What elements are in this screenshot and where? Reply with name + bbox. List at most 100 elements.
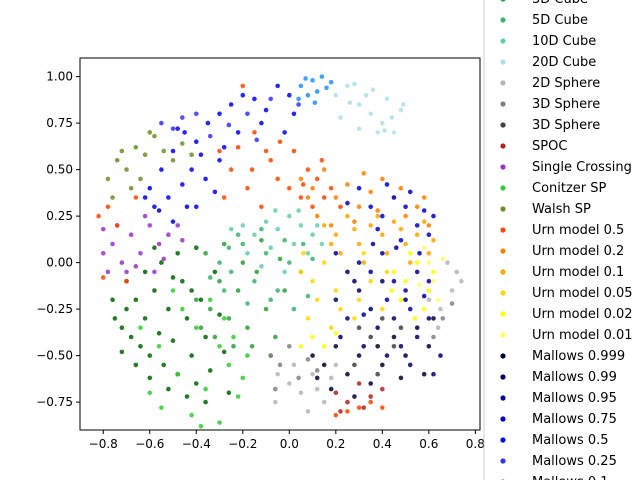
data-point <box>133 362 139 368</box>
data-point <box>296 96 301 102</box>
data-point <box>221 241 227 247</box>
data-point <box>170 275 176 280</box>
data-point <box>170 338 176 344</box>
data-point <box>384 96 390 102</box>
data-point <box>391 130 397 135</box>
data-point <box>166 232 171 237</box>
data-point <box>203 176 208 182</box>
data-point <box>352 81 357 87</box>
y-tick-label: 0.00 <box>46 256 73 270</box>
data-point <box>384 353 390 358</box>
data-point <box>391 316 397 321</box>
data-point <box>147 375 153 381</box>
data-point <box>333 232 339 237</box>
data-point <box>156 344 162 349</box>
data-point <box>356 288 362 293</box>
legend-marker <box>500 395 506 401</box>
data-point <box>212 189 218 195</box>
data-point <box>305 316 311 321</box>
data-point <box>205 120 211 126</box>
data-point <box>368 306 374 312</box>
data-point <box>356 126 362 131</box>
legend-marker <box>500 206 506 212</box>
data-point <box>189 167 194 172</box>
data-point <box>440 256 446 262</box>
data-point <box>368 223 374 228</box>
legend-label: 10D Cube <box>532 34 596 49</box>
data-point <box>252 278 257 284</box>
data-point <box>305 92 311 98</box>
data-point <box>263 107 269 113</box>
data-point <box>449 288 455 293</box>
data-point <box>110 241 115 247</box>
data-point <box>368 399 374 405</box>
legend-entry: Single Crossing <box>500 160 632 175</box>
data-point <box>263 306 269 312</box>
data-point <box>403 297 408 303</box>
data-point <box>356 353 362 358</box>
data-point <box>217 148 222 154</box>
data-point <box>300 182 306 187</box>
data-point <box>193 245 199 251</box>
data-point <box>193 297 199 303</box>
data-point <box>345 409 350 414</box>
data-point <box>431 237 436 243</box>
data-point <box>333 362 339 368</box>
data-point <box>298 344 304 349</box>
data-point <box>345 182 350 187</box>
legend-marker <box>500 353 506 359</box>
data-point <box>217 420 222 425</box>
data-point <box>356 204 362 210</box>
data-point <box>282 269 287 275</box>
series-19 <box>333 381 385 414</box>
data-point <box>403 353 408 358</box>
data-point <box>454 269 460 275</box>
data-point <box>328 241 334 247</box>
data-point <box>328 375 334 381</box>
data-point <box>414 269 420 275</box>
data-point <box>198 423 204 429</box>
legend-marker <box>500 38 506 44</box>
data-point <box>403 213 408 219</box>
data-point <box>407 189 413 195</box>
legend-entry: 10D Cube <box>500 34 596 49</box>
data-point <box>240 83 246 89</box>
data-point <box>380 176 385 182</box>
data-point <box>207 306 213 312</box>
data-point <box>440 316 446 321</box>
data-point <box>314 89 320 94</box>
data-point <box>170 288 176 293</box>
data-point <box>298 223 304 228</box>
legend-label: Urn model 0.2 <box>532 244 624 259</box>
legend-marker <box>500 122 506 128</box>
data-point <box>170 148 176 154</box>
data-point <box>245 353 250 358</box>
legend-marker <box>500 248 506 254</box>
data-point <box>384 297 390 303</box>
data-point <box>105 204 111 210</box>
data-point <box>298 195 304 200</box>
series-8 <box>105 130 194 200</box>
data-point <box>333 390 339 396</box>
data-point <box>133 195 139 200</box>
legend-label: Mallows 0.75 <box>532 412 617 427</box>
legend-entry: Mallows 0.999 <box>500 349 625 364</box>
data-point <box>403 241 408 247</box>
data-point <box>380 232 385 237</box>
legend-entry: Urn model 0.05 <box>500 286 633 301</box>
data-point <box>235 288 241 293</box>
data-point <box>356 185 362 191</box>
data-point <box>275 288 280 293</box>
data-point <box>221 195 227 200</box>
data-point <box>235 144 241 150</box>
data-point <box>431 334 436 340</box>
data-point <box>147 390 153 396</box>
data-point <box>152 245 157 251</box>
data-point <box>319 241 325 247</box>
y-axis: −0.75 −0.50 −0.25 0.00 0.25 0.50 0.75 1.00 <box>36 70 80 409</box>
data-point <box>319 74 325 79</box>
data-point <box>356 405 362 410</box>
data-point <box>407 260 413 265</box>
data-point <box>282 237 287 243</box>
data-point <box>445 260 450 265</box>
